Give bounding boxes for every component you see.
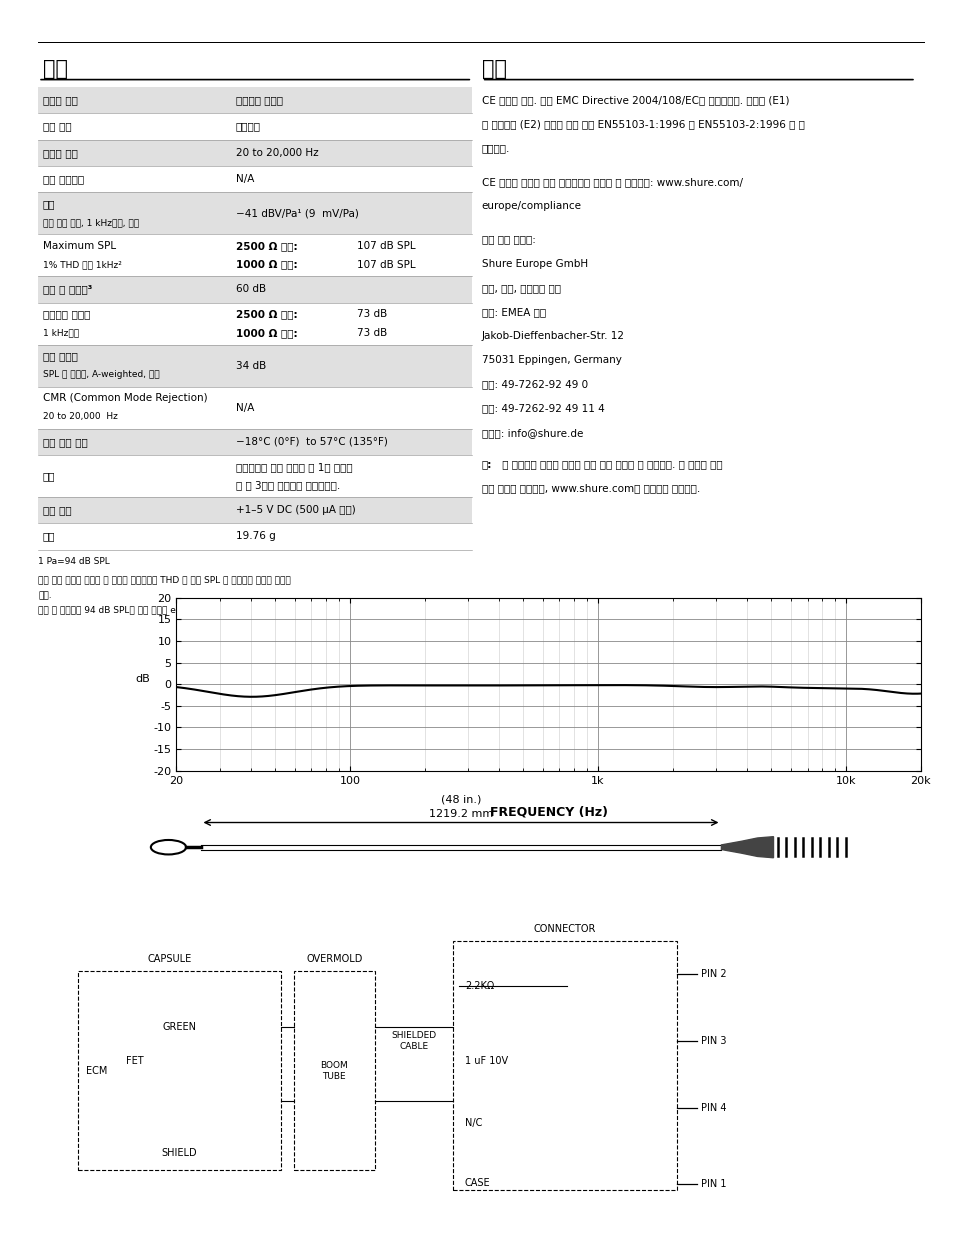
Text: OVERMOLD: OVERMOLD: [306, 953, 362, 963]
Text: 1000 Ω 부하:: 1000 Ω 부하:: [235, 259, 297, 269]
Bar: [38, 277, 472, 303]
Polygon shape: [720, 836, 773, 858]
Text: 75031 Eppingen, Germany: 75031 Eppingen, Germany: [481, 356, 621, 366]
Text: 신호 대 잡음비는 94 dB SPL과 셉프 노이즈 equivalent SPL, A-weighted의 차이임: 신호 대 잡음비는 94 dB SPL과 셉프 노이즈 equivalent S…: [38, 606, 318, 615]
Text: 개방 회로 전압, 1 kHz에서, 일반: 개방 회로 전압, 1 kHz에서, 일반: [43, 219, 138, 227]
Text: CE 마크에 적합. 유렁 EMC Directive 2004/108/EC를 준수합니다. 주거용 (E1): CE 마크에 적합. 유렁 EMC Directive 2004/108/EC를…: [481, 95, 788, 105]
Text: 유럽, 중동, 아프리카 본부: 유럽, 중동, 아프리카 본부: [481, 283, 560, 293]
Bar: [77, 971, 281, 1171]
Text: 극성 패턴: 극성 패턴: [43, 121, 71, 132]
Text: europe/compliance: europe/compliance: [481, 201, 581, 211]
Text: 사양: 사양: [43, 59, 68, 79]
Text: 20 to 20,000 Hz: 20 to 20,000 Hz: [235, 148, 318, 158]
Text: 작동 온도 범위: 작동 온도 범위: [43, 437, 87, 447]
Bar: [38, 88, 472, 114]
Text: 무지향성: 무지향성: [235, 121, 260, 132]
Text: SHIELD: SHIELD: [161, 1149, 197, 1158]
Text: CASE: CASE: [464, 1178, 490, 1188]
Text: CE 적합성 선언은 다음 사이트에서 확인할 수 있습니다: www.shure.com/: CE 적합성 선언은 다음 사이트에서 확인할 수 있습니다: www.shur…: [481, 177, 742, 186]
Text: 1 Pa=94 dB SPL: 1 Pa=94 dB SPL: [38, 557, 110, 567]
Text: CMR (Common Mode Rejection): CMR (Common Mode Rejection): [43, 394, 207, 404]
Text: 출력 임피던스: 출력 임피던스: [43, 174, 84, 184]
Text: 무게: 무게: [43, 531, 55, 541]
Text: 19.76 g: 19.76 g: [235, 531, 275, 541]
Bar: [38, 496, 472, 524]
Text: 여 핀 3에서 음전압을 생성합니다.: 여 핀 3에서 음전압을 생성합니다.: [235, 480, 339, 490]
Text: 73 dB: 73 dB: [356, 327, 387, 338]
Text: 니다.: 니다.: [38, 592, 51, 600]
Text: 1219.2 mm: 1219.2 mm: [429, 809, 493, 819]
Bar: [38, 193, 472, 235]
Text: ECM: ECM: [86, 1066, 107, 1076]
Text: PIN 4: PIN 4: [700, 1103, 726, 1113]
Text: 감도: 감도: [43, 199, 55, 209]
Text: GREEN: GREEN: [162, 1023, 196, 1032]
Text: N/C: N/C: [464, 1118, 481, 1128]
Text: 주파수 응답: 주파수 응답: [43, 148, 77, 158]
Text: CONNECTOR: CONNECTOR: [533, 924, 596, 934]
Bar: [294, 971, 375, 1171]
Y-axis label: dB: dB: [135, 674, 150, 684]
Text: 주:: 주:: [481, 459, 492, 469]
Text: FET: FET: [127, 1056, 144, 1066]
Text: 1 uF 10V: 1 uF 10V: [464, 1056, 507, 1066]
Text: −41 dBV/Pa¹ (9  mV/Pa): −41 dBV/Pa¹ (9 mV/Pa): [235, 209, 358, 219]
Text: PIN 2: PIN 2: [700, 968, 726, 978]
Text: 1000 Ω 부하:: 1000 Ω 부하:: [235, 327, 297, 338]
Text: Maximum SPL: Maximum SPL: [43, 241, 115, 251]
Text: Shure Europe GmbH: Shure Europe GmbH: [481, 259, 587, 269]
Text: 합합니다.: 합합니다.: [481, 143, 510, 153]
Bar: [38, 345, 472, 387]
Bar: [38, 140, 472, 165]
Text: 전력 사양: 전력 사양: [43, 505, 71, 515]
Text: Jakob-Dieffenbacher-Str. 12: Jakob-Dieffenbacher-Str. 12: [481, 331, 624, 341]
Text: 전화: 49-7262-92 49 0: 전화: 49-7262-92 49 0: [481, 379, 587, 389]
Text: SHIELDED
CABLE: SHIELDED CABLE: [391, 1031, 436, 1051]
Text: 이메일: info@shure.de: 이메일: info@shure.de: [481, 427, 582, 437]
Text: 일렉트릿 콘덴서: 일렉트릿 콘덴서: [235, 95, 282, 105]
Text: 공인 유럽 대리점:: 공인 유럽 대리점:: [481, 235, 535, 245]
Text: −18°C (0°F)  to 57°C (135°F): −18°C (0°F) to 57°C (135°F): [235, 437, 387, 447]
Text: 이 안내서의 정보는 별도의 통지 없이 변경될 수 있습니다. 이 제품에 관한: 이 안내서의 정보는 별도의 통지 없이 변경될 수 있습니다. 이 제품에 관…: [498, 459, 722, 469]
Text: 극성: 극성: [43, 471, 55, 480]
Text: 변환기 유형: 변환기 유형: [43, 95, 77, 105]
Text: 2500 Ω 부하:: 2500 Ω 부하:: [235, 309, 297, 320]
Text: 2500 Ω 부하:: 2500 Ω 부하:: [235, 241, 297, 251]
Text: 신호 대 잡음비³: 신호 대 잡음비³: [43, 284, 91, 294]
Text: 입력 신호 수준을 적용할 때 마이크 프리앤프의 THD 는 특정 SPL 의 카트리지 출력과 동일합: 입력 신호 수준을 적용할 때 마이크 프리앤프의 THD 는 특정 SPL 의…: [38, 576, 291, 585]
Text: 팩스: 49-7262-92 49 11 4: 팩스: 49-7262-92 49 11 4: [481, 404, 604, 414]
Text: +1–5 V DC (500 μA 최대): +1–5 V DC (500 μA 최대): [235, 505, 355, 515]
Text: 1% THD 에서 1kHz²: 1% THD 에서 1kHz²: [43, 261, 121, 269]
Text: 1 kHz에서: 1 kHz에서: [43, 329, 78, 337]
Text: PIN 1: PIN 1: [700, 1179, 726, 1189]
Text: 인증: 인증: [481, 59, 506, 79]
Text: 34 dB: 34 dB: [235, 361, 266, 370]
Text: BOOM
TUBE: BOOM TUBE: [320, 1061, 348, 1081]
Text: PIN 3: PIN 3: [700, 1036, 726, 1046]
Text: N/A: N/A: [235, 174, 253, 184]
Text: 107 dB SPL: 107 dB SPL: [356, 241, 416, 251]
Text: 다이내믹 레인지: 다이내믹 레인지: [43, 309, 90, 320]
Text: N/A: N/A: [235, 403, 253, 412]
Text: FREQUENCY (Hz): FREQUENCY (Hz): [489, 805, 607, 819]
Text: 셀프 노이즈: 셀프 노이즈: [43, 352, 77, 362]
Text: (48 in.): (48 in.): [440, 794, 480, 804]
Text: 73 dB: 73 dB: [356, 309, 387, 320]
Text: SPL 에 준하는, A-weighted, 일반: SPL 에 준하는, A-weighted, 일반: [43, 370, 159, 379]
Text: CAPSULE: CAPSULE: [147, 953, 192, 963]
Text: 60 dB: 60 dB: [235, 284, 266, 294]
Text: 부서: EMEA 승인: 부서: EMEA 승인: [481, 308, 545, 317]
Text: 107 dB SPL: 107 dB SPL: [356, 259, 416, 269]
Text: 20 to 20,000  Hz: 20 to 20,000 Hz: [43, 412, 117, 421]
Text: 및 경공업용 (E2) 환경을 위한 표준 EN55103-1:1996 과 EN55103-2:1996 에 부: 및 경공업용 (E2) 환경을 위한 표준 EN55103-1:1996 과 E…: [481, 119, 803, 128]
Bar: [38, 429, 472, 454]
Bar: [452, 941, 676, 1191]
Text: 2.2KΩ: 2.2KΩ: [464, 981, 494, 992]
Text: 추가 정보를 보시려면, www.shure.com을 방문하여 주십시오.: 추가 정보를 보시려면, www.shure.com을 방문하여 주십시오.: [481, 483, 700, 493]
Text: 다이어프램 상의 정압은 핀 1에 대비하: 다이어프램 상의 정압은 핀 1에 대비하: [235, 462, 352, 472]
